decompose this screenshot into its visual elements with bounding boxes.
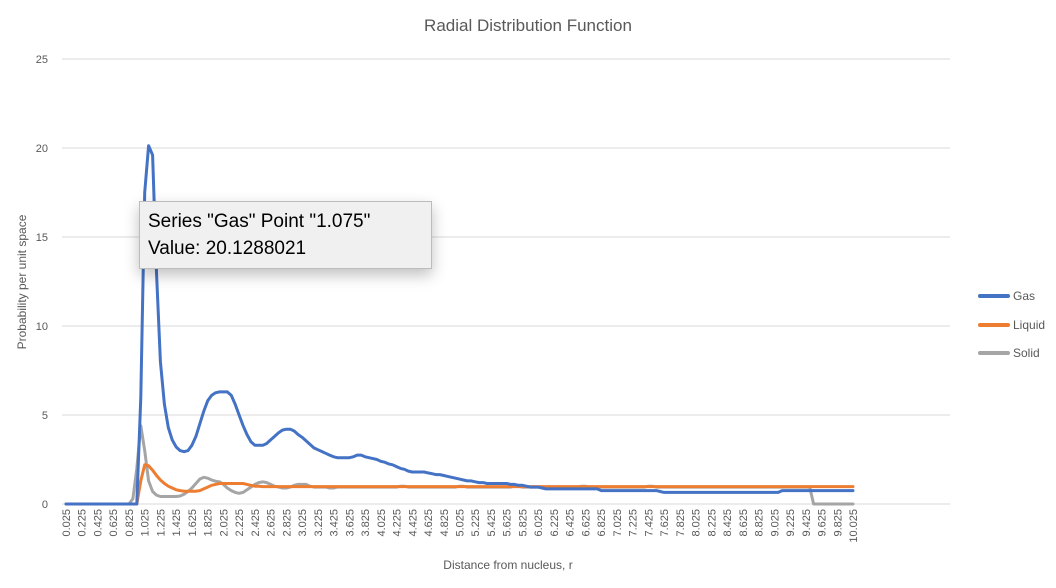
x-tick-label: 5.425 [486, 509, 498, 537]
x-tick-label: 0.625 [108, 509, 120, 537]
x-tick-label: 6.825 [596, 509, 608, 537]
x-tick-label: 6.425 [565, 509, 577, 537]
x-tick-label: 6.225 [549, 509, 561, 537]
x-tick-label: 2.625 [266, 509, 278, 537]
x-tick-label: 7.225 [628, 509, 640, 537]
x-tick-label: 0.025 [61, 509, 73, 537]
x-tick-label: 3.025 [297, 509, 309, 537]
y-tick-label: 10 [36, 321, 48, 333]
legend-label: Gas [1013, 289, 1036, 304]
x-tick-label: 2.825 [281, 509, 293, 537]
legend-swatch-liquid [978, 322, 1010, 327]
legend-swatch-gas [978, 294, 1010, 299]
x-tick-label: 7.025 [612, 509, 624, 537]
x-tick-label: 8.625 [738, 509, 750, 537]
y-tick-label: 15 [36, 232, 48, 244]
x-tick-label: 4.225 [392, 509, 404, 537]
tooltip-series-point: Series "Gas" Point "1.075" [148, 211, 371, 232]
x-tick-label: 8.025 [691, 509, 703, 537]
y-tick-label: 20 [36, 143, 48, 155]
x-tick-label: 2.025 [218, 509, 230, 537]
x-tick-label: 9.425 [801, 509, 813, 537]
x-tick-label: 3.825 [360, 509, 372, 537]
x-tick-label: 9.825 [832, 509, 844, 537]
x-tick-label: 2.225 [234, 509, 246, 537]
x-tick-label: 8.825 [754, 509, 766, 537]
legend-item-liquid[interactable]: Liquid [978, 311, 1045, 340]
x-tick-label: 1.225 [155, 509, 167, 537]
y-tick-label: 0 [42, 499, 48, 511]
x-tick-label: 8.425 [722, 509, 734, 537]
x-tick-labels: 0.025 0.225 0.425 0.625 0.825 1.025 1.225 1.425… [61, 509, 860, 543]
x-tick-label: 5.025 [455, 509, 467, 537]
x-tick-label: 7.425 [643, 509, 655, 537]
x-tick-label: 0.225 [77, 509, 89, 537]
x-tick-label: 4.825 [439, 509, 451, 537]
legend-label: Liquid [1013, 317, 1046, 332]
x-tick-label: 1.425 [171, 509, 183, 537]
legend-swatch-solid [978, 351, 1010, 356]
data-point-tooltip: Series "Gas" Point "1.075" Value: 20.128… [139, 201, 432, 269]
x-tick-label: 5.625 [502, 509, 514, 537]
x-tick-label: 3.425 [329, 509, 341, 537]
x-tick-label: 1.825 [203, 509, 215, 537]
y-tick-label: 25 [36, 54, 48, 66]
x-tick-label: 7.625 [659, 509, 671, 537]
series-line-liquid[interactable] [64, 463, 855, 506]
x-tick-label: 3.625 [344, 509, 356, 537]
x-tick-label: 4.025 [376, 509, 388, 537]
y-axis-label: Probability per unit space [15, 214, 29, 350]
x-tick-label: 9.225 [785, 509, 797, 537]
x-tick-label: 4.625 [423, 509, 435, 537]
x-tick-label: 3.225 [313, 509, 325, 537]
series-lines [64, 144, 855, 506]
legend-label: Solid [1013, 346, 1040, 361]
legend: Gas Liquid Solid [978, 282, 1045, 368]
y-tick-label: 5 [42, 410, 48, 422]
x-tick-label: 0.425 [92, 509, 104, 537]
x-tick-label: 9.625 [817, 509, 829, 537]
x-tick-label: 8.225 [706, 509, 718, 537]
x-axis-label: Distance from nucleus, r [443, 558, 573, 572]
tooltip-value: Value: 20.1288021 [148, 238, 307, 259]
legend-item-gas[interactable]: Gas [978, 282, 1045, 311]
x-tick-label: 1.625 [187, 509, 199, 537]
x-tick-label: 6.025 [533, 509, 545, 537]
x-tick-label: 7.825 [675, 509, 687, 537]
legend-item-solid[interactable]: Solid [978, 339, 1045, 368]
x-tick-label: 5.825 [517, 509, 529, 537]
x-tick-label: 0.825 [124, 509, 136, 537]
x-tick-label: 6.625 [580, 509, 592, 537]
series-line-gas[interactable] [64, 144, 855, 506]
x-tick-label: 1.025 [140, 509, 152, 537]
chart-title: Radial Distribution Function [424, 16, 632, 35]
x-tick-label: 4.425 [407, 509, 419, 537]
x-tick-label: 2.425 [250, 509, 262, 537]
x-tick-label: 10.025 [848, 509, 860, 543]
y-tick-labels: 0 5 10 15 20 25 [36, 54, 48, 511]
x-tick-label: 5.225 [470, 509, 482, 537]
x-tick-label: 9.025 [769, 509, 781, 537]
